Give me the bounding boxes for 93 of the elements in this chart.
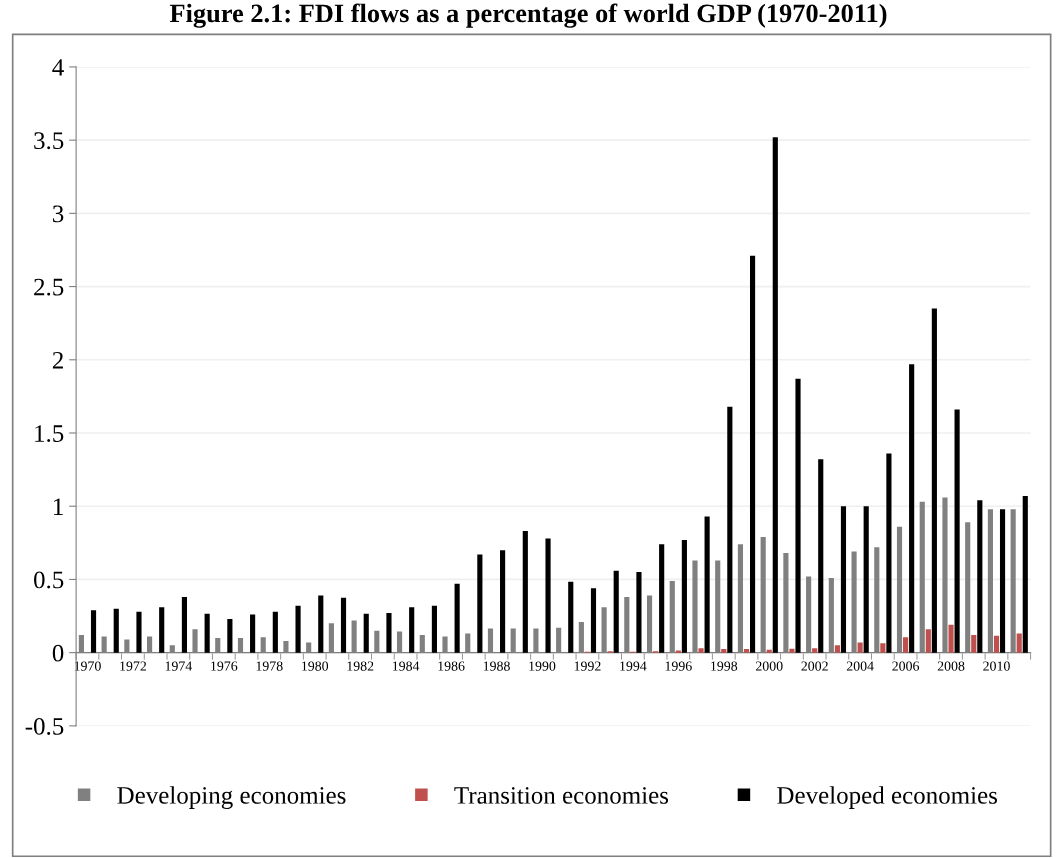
bar bbox=[204, 613, 210, 653]
bar bbox=[318, 595, 324, 653]
bar bbox=[675, 650, 681, 653]
bar bbox=[727, 406, 733, 653]
bar bbox=[636, 572, 642, 653]
bar bbox=[90, 610, 97, 653]
legend-label: Developed economies bbox=[777, 786, 997, 809]
bar bbox=[857, 642, 863, 653]
bar bbox=[948, 624, 954, 653]
y-tick-label: 0 bbox=[52, 644, 64, 662]
x-tick-label: 1994 bbox=[620, 661, 647, 671]
x-tick-label: 1982 bbox=[347, 661, 374, 671]
x-tick-label: 1988 bbox=[483, 661, 510, 671]
bar bbox=[454, 583, 460, 653]
bar bbox=[227, 618, 233, 653]
x-tick-label: 2006 bbox=[892, 661, 920, 671]
bar bbox=[1022, 495, 1028, 653]
legend-label: Transition economies bbox=[454, 787, 669, 804]
x-tick-label: 1970 bbox=[74, 661, 101, 671]
bar bbox=[886, 453, 892, 653]
bar bbox=[840, 506, 847, 653]
y-tick-label: 1 bbox=[54, 498, 63, 515]
y-tick-label: -0.5 bbox=[25, 717, 64, 735]
bar bbox=[568, 581, 574, 653]
bar bbox=[522, 531, 528, 653]
bar bbox=[363, 613, 369, 653]
bar bbox=[863, 506, 869, 653]
x-tick-label: 1972 bbox=[120, 661, 147, 671]
bar bbox=[590, 588, 597, 653]
bar bbox=[880, 643, 886, 653]
y-tick-label: 3 bbox=[52, 205, 64, 223]
bar bbox=[545, 538, 551, 653]
bar bbox=[500, 550, 506, 653]
bar bbox=[1016, 633, 1022, 653]
bar bbox=[159, 607, 165, 653]
bar bbox=[477, 554, 483, 653]
bar bbox=[749, 255, 756, 653]
x-tick-label: 1984 bbox=[392, 661, 420, 671]
x-tick-label: 2010 bbox=[983, 661, 1010, 671]
bar bbox=[295, 605, 301, 653]
x-tick-label: 1992 bbox=[574, 661, 601, 671]
bar bbox=[743, 648, 750, 653]
bar bbox=[136, 611, 142, 653]
bar bbox=[795, 378, 801, 653]
bar bbox=[772, 137, 778, 653]
bar bbox=[931, 308, 937, 653]
y-tick-label: 2.5 bbox=[34, 278, 64, 296]
x-tick-label: 1976 bbox=[211, 661, 238, 671]
x-tick-label: 2008 bbox=[937, 661, 965, 671]
bar bbox=[993, 635, 1000, 653]
bar bbox=[903, 637, 909, 653]
x-tick-label: 1998 bbox=[711, 661, 738, 671]
bar bbox=[812, 648, 818, 653]
bar bbox=[386, 613, 392, 653]
bar bbox=[704, 516, 710, 653]
bar bbox=[977, 500, 983, 653]
y-tick-label: 1.5 bbox=[35, 425, 64, 443]
bar bbox=[909, 364, 915, 653]
bar bbox=[431, 605, 437, 653]
bar bbox=[925, 629, 931, 653]
bar bbox=[681, 539, 687, 653]
bar bbox=[272, 611, 278, 653]
x-tick-label: 1974 bbox=[165, 661, 193, 671]
bar bbox=[818, 459, 824, 653]
bar bbox=[971, 635, 977, 653]
legend-label: Developing economies bbox=[117, 786, 346, 810]
y-tick-label: 3.5 bbox=[34, 132, 64, 150]
bar bbox=[409, 607, 415, 653]
x-tick-label: 2004 bbox=[846, 661, 874, 671]
x-tick-label: 1986 bbox=[438, 661, 465, 671]
x-tick-label: 1980 bbox=[302, 661, 329, 671]
chart-title: Figure 2.1: FDI flows as a percentage of world GDP (1970-2011) bbox=[169, 3, 887, 28]
y-tick-label: 0.5 bbox=[34, 571, 64, 589]
bar bbox=[250, 614, 256, 653]
x-tick-label: 1990 bbox=[529, 661, 556, 671]
x-tick-label: 2002 bbox=[801, 661, 828, 671]
bar bbox=[698, 648, 704, 653]
bar bbox=[613, 570, 619, 653]
bar bbox=[999, 509, 1006, 653]
bar bbox=[766, 649, 772, 653]
y-tick-label: 2 bbox=[52, 351, 63, 369]
bar bbox=[181, 597, 187, 653]
bar bbox=[340, 597, 347, 653]
bar bbox=[834, 645, 840, 653]
bar bbox=[659, 544, 665, 653]
x-tick-label: 1978 bbox=[256, 661, 283, 671]
bar bbox=[789, 648, 795, 653]
bar bbox=[954, 409, 960, 653]
bar bbox=[721, 648, 727, 653]
x-tick-label: 2000 bbox=[755, 661, 783, 671]
x-tick-label: 1996 bbox=[665, 661, 692, 671]
y-tick-label: 4 bbox=[52, 59, 64, 76]
bar bbox=[113, 608, 119, 653]
